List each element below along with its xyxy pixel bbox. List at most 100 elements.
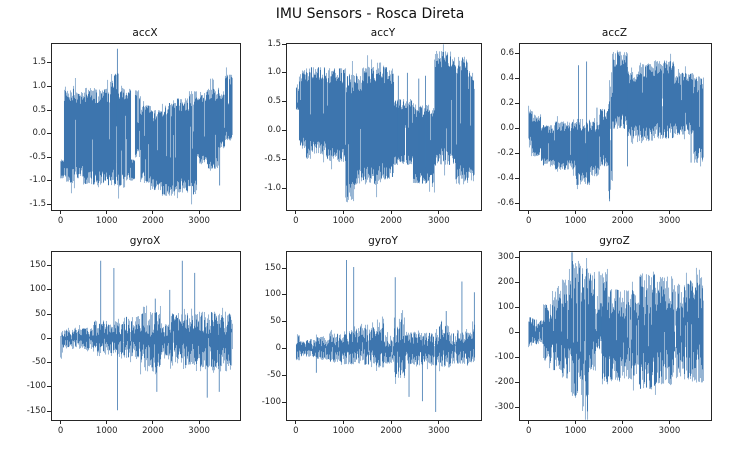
y-tick-mark	[515, 406, 519, 408]
x-tick-label: 1000	[332, 216, 355, 226]
x-tick-mark	[438, 210, 440, 214]
y-tick-label: 1.5	[267, 38, 281, 49]
y-tick-mark	[282, 374, 286, 376]
plot-canvas	[52, 252, 240, 420]
y-tick-mark	[515, 381, 519, 383]
y-tick-label: -0.5	[29, 151, 46, 162]
y-tick-label: 0.2	[500, 98, 514, 109]
axes: -100 -50 0 50 100 150 0 1000 2000 3000	[262, 251, 482, 436]
y-tick-mark	[47, 62, 51, 64]
x-tick-label: 2000	[380, 216, 402, 226]
y-tick-label: 200	[497, 276, 514, 287]
x-tick-mark	[575, 420, 577, 424]
y-tick-label: 50	[35, 308, 46, 319]
x-tick-mark	[152, 420, 154, 424]
y-tick-label: 1.0	[267, 67, 281, 78]
subplot-gyrox: gyroX -150 -100 -50 0 50 100 150 0 1000 2000 3000	[27, 235, 241, 436]
y-tick-mark	[282, 72, 286, 74]
x-tick-label: 2000	[380, 426, 402, 436]
y-tick-mark	[515, 203, 519, 205]
y-tick-label: 100	[497, 301, 514, 312]
y-tick-label: -100	[494, 351, 514, 362]
y-tick-mark	[282, 129, 286, 131]
x-tick-mark	[60, 420, 62, 424]
y-tick-mark	[282, 43, 286, 45]
x-tick-label: 2000	[611, 216, 634, 226]
y-tick-label: -1.0	[264, 182, 281, 193]
x-tick-label: 0	[57, 426, 64, 436]
y-tick-label: 0.6	[500, 48, 514, 59]
subplot-title: gyroY	[368, 235, 398, 247]
y-tick-mark	[515, 178, 519, 180]
y-tick-mark	[515, 256, 519, 258]
y-tick-mark	[47, 109, 51, 111]
y-tick-label: 0.5	[32, 104, 46, 115]
x-tick-mark	[528, 210, 530, 214]
x-tick-mark	[295, 210, 297, 214]
x-tick-label: 2000	[611, 426, 634, 436]
y-tick-mark	[47, 410, 51, 412]
x-tick-label: 0	[293, 216, 299, 226]
x-tick-label: 0	[525, 426, 532, 436]
x-tick-mark	[438, 420, 440, 424]
y-tick-mark	[282, 321, 286, 323]
x-tick-mark	[622, 420, 624, 424]
y-tick-mark	[515, 128, 519, 130]
x-tick-mark	[528, 420, 530, 424]
x-tick-mark	[575, 210, 577, 214]
y-tick-label: 0.0	[500, 123, 514, 134]
y-tick-label: 150	[29, 260, 46, 271]
x-tick-mark	[152, 210, 154, 214]
y-tick-label: 100	[29, 284, 46, 295]
y-tick-label: -0.4	[497, 173, 514, 184]
x-tick-label: 3000	[188, 426, 210, 436]
y-tick-label: 1.5	[32, 57, 46, 68]
y-tick-mark	[47, 156, 51, 158]
plot-canvas	[287, 44, 481, 210]
subplot-title: accX	[132, 27, 158, 39]
x-tick-label: 3000	[188, 216, 210, 226]
y-tick-mark	[47, 85, 51, 87]
y-tick-mark	[515, 153, 519, 155]
y-tick-mark	[515, 356, 519, 358]
figure-title: IMU Sensors - Rosca Direta	[275, 6, 465, 22]
x-tick-mark	[60, 210, 62, 214]
axes: -1.5 -1.0 -0.5 0.0 0.5 1.0 1.5 0 1000 2000 3000	[29, 43, 241, 226]
y-tick-mark	[47, 386, 51, 388]
y-tick-label: 0	[508, 326, 514, 337]
x-tick-mark	[668, 210, 670, 214]
subplot-accx: accX -1.5 -1.0 -0.5 0.0 0.5 1.0 1.5 0 1000 2000 30…	[29, 27, 241, 226]
x-tick-mark	[198, 210, 200, 214]
y-tick-label: 100	[264, 289, 281, 300]
y-tick-mark	[282, 187, 286, 189]
plot-canvas	[520, 44, 711, 210]
y-tick-mark	[282, 267, 286, 269]
y-tick-label: -0.6	[497, 198, 514, 209]
x-tick-label: 3000	[427, 216, 450, 226]
y-tick-label: 0	[275, 343, 281, 354]
x-tick-label: 3000	[658, 216, 681, 226]
x-tick-mark	[342, 420, 344, 424]
y-tick-label: -100	[261, 396, 281, 407]
y-tick-label: 0	[40, 332, 46, 343]
y-tick-label: -1.0	[29, 175, 46, 186]
y-tick-mark	[47, 289, 51, 291]
y-tick-mark	[282, 401, 286, 403]
x-tick-label: 1000	[564, 426, 587, 436]
x-tick-label: 1000	[95, 216, 118, 226]
x-tick-mark	[390, 210, 392, 214]
axes: -1.0 -0.5 0.0 0.5 1.0 1.5 0 1000 2000 3000	[264, 39, 482, 226]
y-tick-mark	[282, 294, 286, 296]
x-tick-label: 0	[57, 216, 64, 226]
x-tick-label: 3000	[658, 426, 681, 436]
axes: -300 -200 -100 0 100 200 300 0 1000 2000 3000	[495, 251, 712, 436]
y-tick-mark	[515, 331, 519, 333]
y-tick-mark	[515, 103, 519, 105]
x-tick-label: 2000	[142, 426, 164, 436]
plot-canvas	[287, 252, 481, 420]
y-tick-label: 0.5	[267, 96, 281, 107]
y-tick-mark	[47, 203, 51, 205]
x-tick-mark	[106, 210, 108, 214]
x-tick-label: 0	[525, 216, 532, 226]
y-tick-label: -100	[26, 381, 46, 392]
